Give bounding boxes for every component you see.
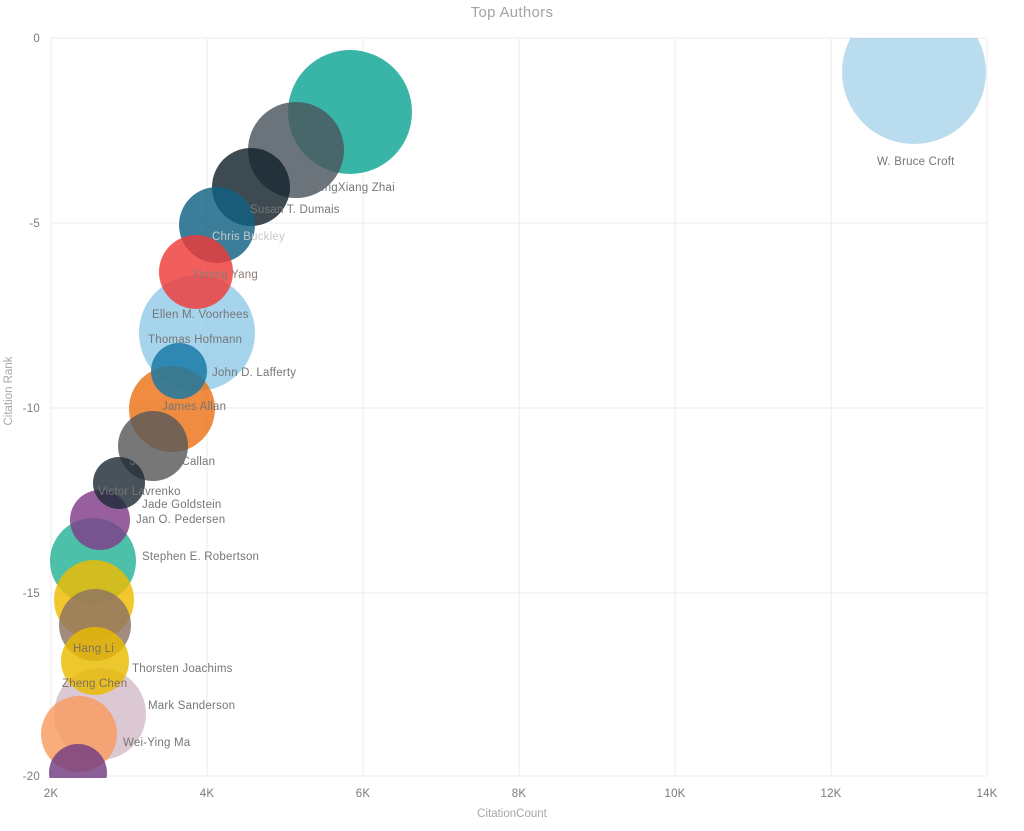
w-bruce-croft-bubble[interactable] <box>842 0 986 144</box>
y-tick-label: -10 <box>23 403 40 415</box>
purple-bubble-bottom-bubble[interactable] <box>49 744 107 802</box>
thorsten-joachims-bubble[interactable] <box>61 627 129 695</box>
y-tick-label: -5 <box>29 218 40 230</box>
author-label: Ellen M. Voorhees <box>152 309 249 321</box>
author-label: Thomas Hofmann <box>148 334 242 346</box>
x-tick-label: 2K <box>44 788 59 800</box>
author-label: Chris Buckley <box>212 231 285 243</box>
x-tick-label: 4K <box>200 788 215 800</box>
x-tick-label: 8K <box>512 788 527 800</box>
victor-lavrenko-bubble[interactable] <box>93 457 145 509</box>
author-label: James P. Callan <box>130 456 215 468</box>
author-label: Stephen E. Robertson <box>142 551 259 563</box>
author-label: Wei-Ying Ma <box>123 737 191 749</box>
author-label: Mark Sanderson <box>148 700 235 712</box>
author-label: Zheng Chen <box>62 678 127 690</box>
y-tick-label: -15 <box>23 588 40 600</box>
x-tick-label: 12K <box>820 788 841 800</box>
author-label: Susan T. Dumais <box>250 204 340 216</box>
x-axis-title: CitationCount <box>477 808 547 820</box>
x-tick-label: 10K <box>664 788 685 800</box>
x-tick-label: 14K <box>976 788 997 800</box>
y-axis-title: Citation Rank <box>3 356 15 426</box>
author-label: W. Bruce Croft <box>877 156 955 168</box>
chart-title: Top Authors <box>470 4 554 21</box>
bubble-layer <box>41 0 986 802</box>
author-label: James Allan <box>162 401 226 413</box>
y-tick-label: 0 <box>33 33 40 45</box>
author-label: Hang Li <box>73 643 114 655</box>
ellen-m-voorhees-bubble[interactable] <box>159 235 233 309</box>
author-label: Jan O. Pedersen <box>136 514 225 526</box>
author-label: Jade Goldstein <box>142 499 222 511</box>
john-d-lafferty-bubble[interactable] <box>151 343 207 399</box>
author-label: Victor Lavrenko <box>98 486 181 498</box>
author-label: Thorsten Joachims <box>132 663 233 675</box>
author-label: ChengXiang Zhai <box>303 182 395 194</box>
y-tick-label: -20 <box>23 771 40 783</box>
author-label: Yiming Yang <box>192 269 258 281</box>
x-tick-label: 6K <box>356 788 371 800</box>
author-label: John D. Lafferty <box>212 367 296 379</box>
